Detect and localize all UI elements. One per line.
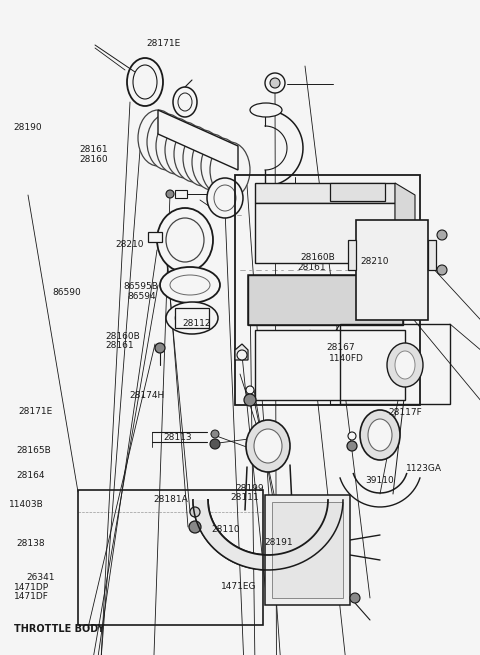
Text: 28110: 28110 [211, 525, 240, 534]
Circle shape [210, 439, 220, 449]
Text: 28161: 28161 [106, 341, 134, 350]
Text: 86594: 86594 [127, 292, 156, 301]
Text: 28191: 28191 [264, 538, 293, 547]
Text: 28171E: 28171E [18, 407, 52, 416]
Ellipse shape [250, 103, 282, 117]
Bar [255, 330, 405, 400]
Text: 11403B: 11403B [9, 500, 43, 509]
Text: 86595B: 86595B [124, 282, 159, 291]
Text: 1471DF: 1471DF [14, 591, 49, 601]
Circle shape [348, 432, 356, 440]
Text: 1140FD: 1140FD [329, 354, 364, 364]
Text: 28210: 28210 [360, 257, 388, 267]
Text: 1123GA: 1123GA [406, 464, 442, 473]
Text: 28199: 28199 [235, 484, 264, 493]
Bar [356, 220, 428, 320]
Ellipse shape [166, 302, 218, 334]
Ellipse shape [395, 351, 415, 379]
Ellipse shape [360, 410, 400, 460]
Circle shape [211, 430, 219, 438]
Ellipse shape [166, 218, 204, 262]
Text: 28112: 28112 [182, 319, 211, 328]
Circle shape [350, 593, 360, 603]
Circle shape [190, 507, 200, 517]
Text: 1471EG: 1471EG [221, 582, 256, 591]
Polygon shape [193, 500, 343, 570]
Ellipse shape [201, 138, 241, 194]
Bar [248, 275, 403, 325]
Text: 28181A: 28181A [154, 495, 188, 504]
Circle shape [347, 441, 357, 451]
Text: 26341: 26341 [26, 573, 55, 582]
Circle shape [265, 73, 285, 93]
Polygon shape [395, 183, 415, 263]
Bar [78, 490, 263, 625]
Circle shape [189, 521, 201, 533]
Ellipse shape [138, 110, 178, 166]
Ellipse shape [175, 309, 209, 327]
Ellipse shape [368, 419, 392, 451]
Text: 28165B: 28165B [17, 446, 51, 455]
Polygon shape [158, 110, 238, 170]
Ellipse shape [165, 122, 205, 178]
Polygon shape [255, 183, 395, 203]
Text: 28161: 28161 [79, 145, 108, 154]
Bar [340, 324, 450, 404]
Text: 28210: 28210 [115, 240, 144, 250]
Ellipse shape [133, 65, 157, 99]
Text: 28164: 28164 [17, 471, 45, 480]
Ellipse shape [174, 126, 214, 182]
Text: 28113: 28113 [163, 433, 192, 442]
Text: 28117F: 28117F [389, 408, 422, 417]
Text: 28161: 28161 [298, 263, 326, 272]
Bar [235, 175, 420, 405]
Circle shape [155, 343, 165, 353]
Polygon shape [235, 344, 248, 360]
Text: 28167: 28167 [326, 343, 355, 352]
Ellipse shape [207, 178, 243, 218]
Ellipse shape [156, 118, 196, 174]
Bar [265, 495, 350, 605]
Circle shape [270, 78, 280, 88]
Ellipse shape [387, 343, 423, 387]
Circle shape [244, 394, 256, 406]
Ellipse shape [254, 429, 282, 463]
Circle shape [166, 190, 174, 198]
Circle shape [237, 350, 247, 360]
Ellipse shape [160, 267, 220, 303]
Text: 86590: 86590 [53, 288, 82, 297]
Ellipse shape [214, 185, 236, 211]
Bar [255, 203, 395, 263]
Text: THROTTLE BODY: THROTTLE BODY [14, 624, 105, 634]
Circle shape [437, 265, 447, 275]
Text: 28174H: 28174H [130, 391, 165, 400]
Text: 1471DP: 1471DP [14, 583, 49, 592]
Text: 28160B: 28160B [300, 253, 335, 262]
Ellipse shape [170, 275, 210, 295]
Circle shape [437, 230, 447, 240]
Bar [148, 232, 162, 242]
Ellipse shape [183, 130, 223, 186]
Text: 28160: 28160 [79, 155, 108, 164]
Ellipse shape [192, 134, 232, 190]
Ellipse shape [147, 114, 187, 170]
Bar [330, 183, 385, 201]
Ellipse shape [246, 420, 290, 472]
Bar [348, 240, 356, 270]
Text: 39110: 39110 [365, 476, 394, 485]
Text: 28160B: 28160B [106, 331, 140, 341]
Ellipse shape [210, 142, 250, 198]
Text: 28138: 28138 [17, 539, 46, 548]
Bar [428, 240, 436, 270]
Bar [175, 308, 209, 328]
Bar [175, 190, 187, 198]
Bar [272, 502, 343, 598]
Text: 28171E: 28171E [146, 39, 180, 48]
Text: 28190: 28190 [13, 123, 42, 132]
Circle shape [246, 386, 254, 394]
Text: 28111: 28111 [230, 493, 259, 502]
Ellipse shape [157, 208, 213, 272]
